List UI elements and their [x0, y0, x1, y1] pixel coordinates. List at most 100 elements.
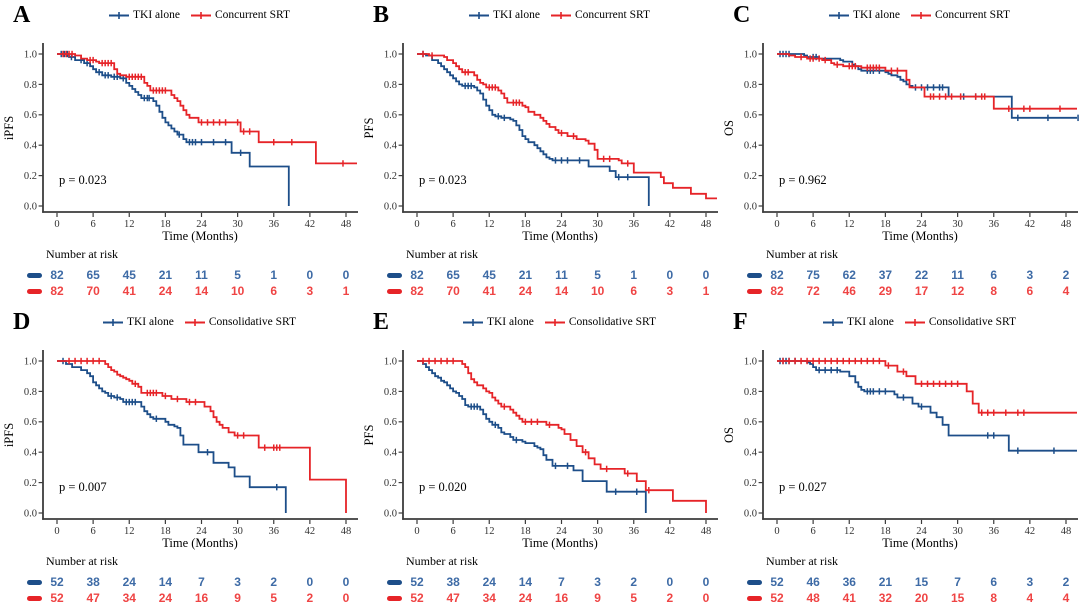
legend-item-srt: Concurrent SRT	[550, 9, 650, 21]
km-curve	[57, 360, 347, 513]
x-tick-label: 0	[414, 526, 419, 537]
legend-item-srt: Consolidative SRT	[544, 316, 656, 328]
x-tick-label: 42	[305, 526, 316, 537]
y-tick-label: 0.8	[24, 80, 37, 91]
risk-row-tki: 52 46 36 21 15 7 6 3 2	[720, 575, 1080, 589]
legend-line-cross-icon	[109, 11, 130, 19]
risk-count: 46	[806, 575, 820, 589]
risk-count: 5	[594, 268, 601, 282]
risk-swatch	[747, 596, 762, 601]
y-tick-label: 0.2	[384, 478, 397, 489]
legend-item-tki: TKI alone	[469, 9, 540, 21]
p-value-label: p = 0.962	[779, 173, 827, 187]
risk-swatch	[27, 273, 42, 278]
x-tick-label: 30	[592, 526, 603, 537]
risk-row-srt: 52 47 34 24 16 9 5 2 0	[360, 591, 720, 605]
risk-count: 48	[806, 591, 820, 605]
legend: TKI alone Concurrent SRT	[43, 9, 356, 21]
x-tick-label: 36	[269, 219, 280, 230]
risk-count: 1	[342, 284, 350, 298]
risk-count: 10	[230, 284, 245, 298]
y-tick-label: 0.4	[24, 141, 38, 152]
x-tick-label: 12	[844, 526, 855, 537]
x-tick-label: 12	[484, 219, 495, 230]
legend-line-cross-icon	[910, 11, 931, 19]
x-tick-label: 18	[520, 219, 531, 230]
risk-count: 15	[950, 591, 965, 605]
y-tick-label: 0.4	[384, 141, 398, 152]
x-tick-label: 24	[556, 526, 567, 537]
legend-item-srt: Consolidative SRT	[184, 316, 296, 328]
risk-count: 2	[1062, 268, 1070, 282]
y-tick-label: 0.4	[384, 448, 398, 459]
y-tick-label: 0.8	[744, 387, 757, 398]
km-plot: 0 6 12 18 24 30 36 42 48 0.0 0.2 0.4 0.6 0.8 1.0 Time (…	[2, 43, 358, 243]
x-tick-label: 42	[1025, 526, 1036, 537]
risk-count: 24	[122, 575, 136, 589]
risk-count: 52	[410, 575, 424, 589]
y-tick-label: 0.4	[24, 448, 38, 459]
legend-line-cross-icon	[190, 11, 211, 19]
risk-count: 15	[914, 575, 929, 589]
y-tick-label: 0.8	[744, 80, 757, 91]
risk-count: 3	[234, 575, 241, 589]
risk-count: 14	[518, 575, 533, 589]
y-tick-label: 0.6	[744, 110, 757, 121]
risk-count: 32	[878, 591, 893, 605]
risk-count: 45	[122, 268, 136, 282]
risk-count: 11	[951, 268, 964, 282]
x-tick-label: 12	[124, 219, 135, 230]
x-axis-title: Time (Months)	[522, 229, 598, 243]
y-tick-label: 0.6	[24, 417, 37, 428]
legend-line-cross-icon	[829, 11, 850, 19]
x-tick-label: 24	[916, 526, 927, 537]
risk-count: 6	[270, 284, 278, 298]
risk-count: 24	[518, 591, 533, 605]
y-tick-label: 0.8	[24, 387, 37, 398]
x-tick-label: 48	[341, 219, 352, 230]
risk-count: 14	[554, 284, 569, 298]
risk-count: 4	[1062, 591, 1070, 605]
y-axis-title: PFS	[362, 118, 376, 139]
x-tick-label: 0	[774, 526, 779, 537]
risk-count: 6	[1026, 284, 1034, 298]
risk-count: 21	[518, 268, 533, 282]
x-tick-label: 6	[451, 219, 456, 230]
legend-line-cross-icon	[822, 318, 843, 326]
risk-count: 41	[482, 284, 496, 298]
legend-line-cross-icon	[550, 11, 571, 19]
y-axis-title: OS	[722, 427, 736, 443]
risk-count: 52	[50, 575, 64, 589]
x-tick-label: 6	[811, 219, 816, 230]
legend-item-tki: TKI alone	[822, 316, 894, 328]
risk-count: 52	[770, 591, 784, 605]
risk-count: 0	[702, 591, 710, 605]
x-axis-title: Time (Months)	[882, 229, 958, 243]
legend-item-tki: TKI alone	[462, 316, 534, 328]
x-tick-label: 0	[54, 526, 59, 537]
risk-row-srt: 52 47 34 24 16 9 5 2 0	[0, 591, 360, 605]
y-tick-label: 0.2	[744, 478, 757, 489]
x-tick-label: 6	[811, 526, 816, 537]
risk-swatch	[27, 580, 42, 585]
legend-label: TKI alone	[486, 316, 534, 328]
legend-label: TKI alone	[853, 9, 900, 21]
risk-row-srt: 82 70 41 24 14 10 6 3 1	[360, 284, 720, 298]
p-value-label: p = 0.023	[59, 173, 107, 187]
risk-count: 82	[50, 268, 64, 282]
km-plot: 0 6 12 18 24 30 36 42 48 0.0 0.2 0.4 0.6 0.8 1.0 Time (…	[722, 43, 1079, 243]
x-tick-label: 18	[160, 526, 171, 537]
risk-count: 22	[914, 268, 929, 282]
x-axis-title: Time (Months)	[882, 536, 958, 550]
km-curve	[777, 360, 1077, 414]
risk-swatch	[747, 289, 762, 294]
risk-row-tki: 82 65 45 21 11 5 1 0 0	[0, 268, 360, 282]
risk-count: 46	[842, 284, 856, 298]
risk-count: 17	[914, 284, 929, 298]
y-tick-label: 1.0	[744, 356, 757, 367]
risk-swatch	[387, 596, 402, 601]
risk-count: 5	[630, 591, 638, 605]
risk-count: 1	[702, 284, 710, 298]
risk-count: 2	[630, 575, 638, 589]
risk-count: 52	[50, 591, 64, 605]
